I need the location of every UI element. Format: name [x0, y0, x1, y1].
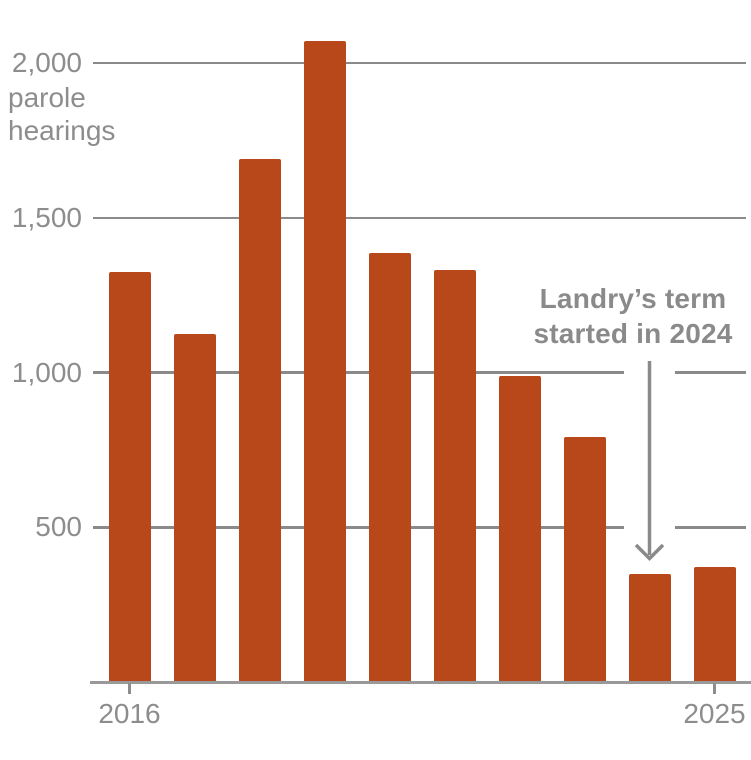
annotation-line-1: Landry’s term	[539, 283, 727, 314]
y-tick-label-1000: 1,000	[11, 356, 82, 388]
x-tick-2025	[713, 683, 716, 694]
bar-2021	[433, 270, 476, 682]
bar-2022	[498, 375, 541, 682]
annotation-label: Landry’s term started in 2024	[473, 281, 751, 351]
bar-2018	[238, 158, 281, 682]
annotation-line-2: started in 2024	[533, 318, 733, 349]
x-tick-label-2025: 2025	[683, 698, 746, 729]
gridline-2000	[93, 61, 746, 65]
down-arrow-icon	[634, 361, 665, 561]
y-axis-unit-line: parole	[8, 82, 86, 113]
y-axis-unit-label: parole hearings	[8, 81, 115, 147]
gridline-1000	[93, 371, 746, 374]
x-axis-line	[90, 681, 751, 684]
bar-2025	[693, 567, 736, 682]
bar-2024	[628, 573, 671, 682]
gridline-500	[93, 526, 746, 529]
y-axis-unit-line: hearings	[8, 115, 116, 146]
y-tick-label-500: 500	[35, 511, 82, 543]
bar-2016	[108, 271, 151, 682]
y-tick-label-2000: 2,000	[11, 47, 82, 78]
y-tick-label-1500: 1,500	[11, 201, 82, 233]
bar-2017	[173, 333, 216, 682]
x-tick-2016	[128, 683, 131, 694]
bar-2020	[368, 253, 411, 682]
gridline-1500	[93, 216, 746, 219]
bar-2019	[303, 41, 346, 682]
bar-2023	[563, 437, 606, 682]
x-tick-label-2016: 2016	[98, 698, 161, 729]
